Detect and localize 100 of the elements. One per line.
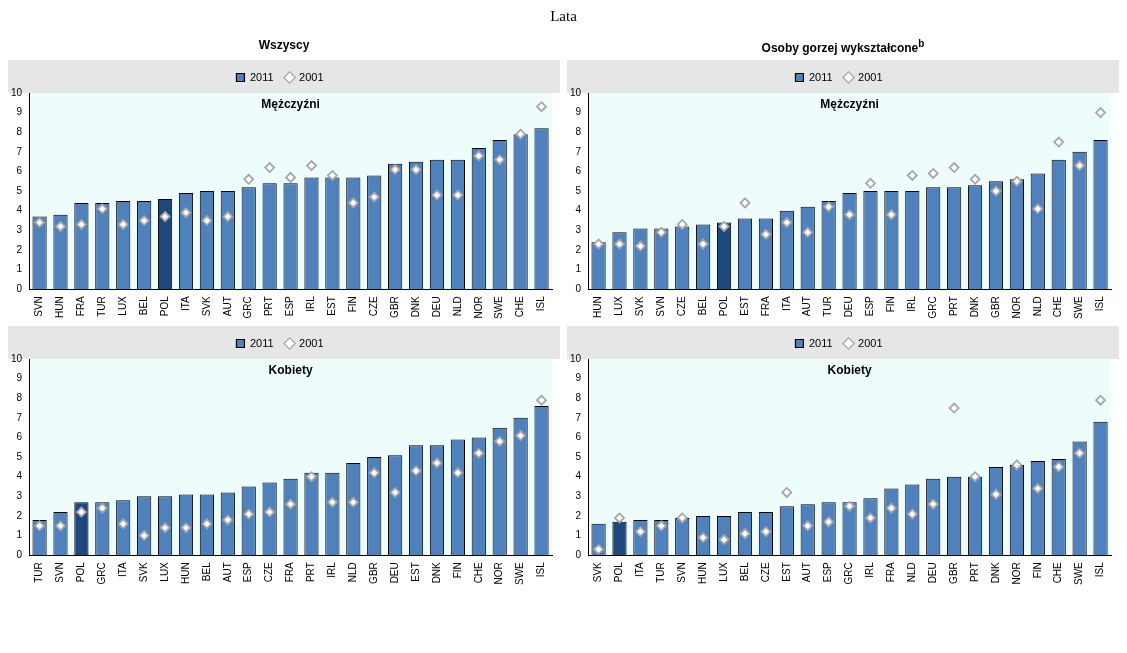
point — [885, 502, 897, 514]
point — [389, 164, 401, 175]
y-tick-label: 6 — [575, 431, 582, 443]
x-tick-label: CZE — [675, 295, 687, 317]
y-tick-label: 7 — [575, 411, 582, 423]
point — [138, 215, 150, 226]
legend-label: 2001 — [858, 70, 883, 83]
y-tick-label: 2 — [575, 509, 582, 521]
point — [536, 101, 547, 113]
point — [285, 171, 296, 183]
legend-label: 2011 — [249, 70, 274, 83]
point — [431, 457, 443, 469]
x-tick-label: CZE — [263, 561, 275, 583]
y-tick-label: 1 — [575, 529, 582, 541]
point — [201, 518, 213, 530]
y-tick-label: 5 — [16, 450, 23, 462]
point — [55, 221, 66, 232]
point — [96, 502, 108, 514]
x-tick-label: AUT — [221, 562, 233, 583]
point — [201, 215, 213, 226]
point — [718, 221, 730, 232]
y-tick-label: 8 — [16, 125, 23, 137]
point — [593, 543, 604, 555]
y-tick-label: 0 — [16, 548, 23, 560]
point — [1074, 447, 1086, 459]
x-tick-label: SWE — [493, 295, 505, 319]
point — [452, 189, 464, 201]
y-tick-label: 7 — [16, 145, 23, 157]
x-tick-label: FIN — [347, 296, 359, 313]
x-tick-label: NLD — [451, 296, 463, 317]
y-tick-label: 5 — [16, 184, 23, 196]
point — [739, 197, 751, 209]
x-tick-label: HUN — [592, 296, 604, 318]
point — [55, 520, 66, 532]
x-tick-label: ITA — [179, 295, 191, 312]
y-tick-label: 1 — [16, 263, 23, 275]
point — [76, 506, 87, 518]
point — [593, 238, 604, 250]
x-tick-label: DNK — [968, 295, 980, 318]
point — [948, 162, 960, 173]
y-tick-label: 9 — [575, 372, 582, 384]
y-tick-label: 10 — [570, 352, 582, 364]
x-tick-label: AUT — [221, 296, 233, 317]
x-tick-label: ISL — [535, 561, 547, 578]
point — [697, 238, 709, 250]
y-tick-label: 9 — [16, 106, 23, 118]
point — [243, 508, 255, 520]
point — [823, 516, 835, 528]
x-tick-label: POL — [613, 561, 625, 583]
point — [969, 173, 981, 185]
x-tick-label: DNK — [430, 561, 442, 584]
x-tick-label: SWE — [514, 561, 526, 585]
point — [1011, 459, 1023, 471]
point — [1053, 136, 1065, 148]
point — [1095, 107, 1106, 119]
point — [515, 128, 527, 140]
point — [676, 219, 688, 230]
x-tick-label: ISL — [535, 295, 547, 312]
x-tick-label: LUX — [717, 561, 729, 582]
point — [865, 512, 876, 524]
point — [159, 522, 171, 534]
point — [494, 154, 506, 166]
point — [347, 197, 359, 209]
annotation: Kobiety — [827, 363, 872, 378]
point — [760, 228, 772, 240]
y-tick-label: 2 — [16, 243, 23, 255]
point — [452, 467, 464, 479]
x-tick-label: ITA — [116, 561, 128, 578]
x-tick-label: PRT — [305, 562, 317, 583]
y-tick-label: 10 — [11, 86, 23, 98]
x-tick-label: BEL — [696, 295, 708, 316]
point — [96, 203, 108, 215]
point — [431, 189, 443, 201]
x-tick-label: FRA — [885, 561, 897, 583]
x-tick-label: POL — [717, 295, 729, 317]
legend-label: 2001 — [299, 70, 324, 83]
point — [159, 211, 171, 223]
y-tick-label: 3 — [575, 224, 582, 236]
point — [389, 487, 401, 498]
x-tick-label: ESP — [242, 561, 254, 583]
point — [844, 500, 855, 512]
legend-label: 2011 — [808, 70, 833, 83]
x-tick-label: POL — [158, 295, 170, 317]
y-tick-label: 6 — [575, 165, 582, 177]
y-tick-label: 0 — [16, 282, 23, 294]
x-tick-label: TUR — [822, 296, 834, 317]
point — [34, 217, 45, 228]
x-tick-label: TUR — [33, 562, 45, 583]
legend-label: 2001 — [299, 336, 324, 349]
x-tick-label: GRC — [926, 296, 938, 319]
x-tick-label: BEL — [738, 561, 750, 582]
x-tick-label: HUN — [179, 562, 191, 584]
point — [990, 488, 1002, 500]
y-tick-label: 4 — [575, 204, 582, 216]
x-tick-label: ISL — [1094, 561, 1106, 578]
x-tick-label: EST — [780, 562, 792, 582]
point — [285, 498, 296, 510]
point — [614, 238, 625, 250]
annotation: Mężczyźni — [261, 97, 320, 112]
point — [614, 512, 625, 524]
